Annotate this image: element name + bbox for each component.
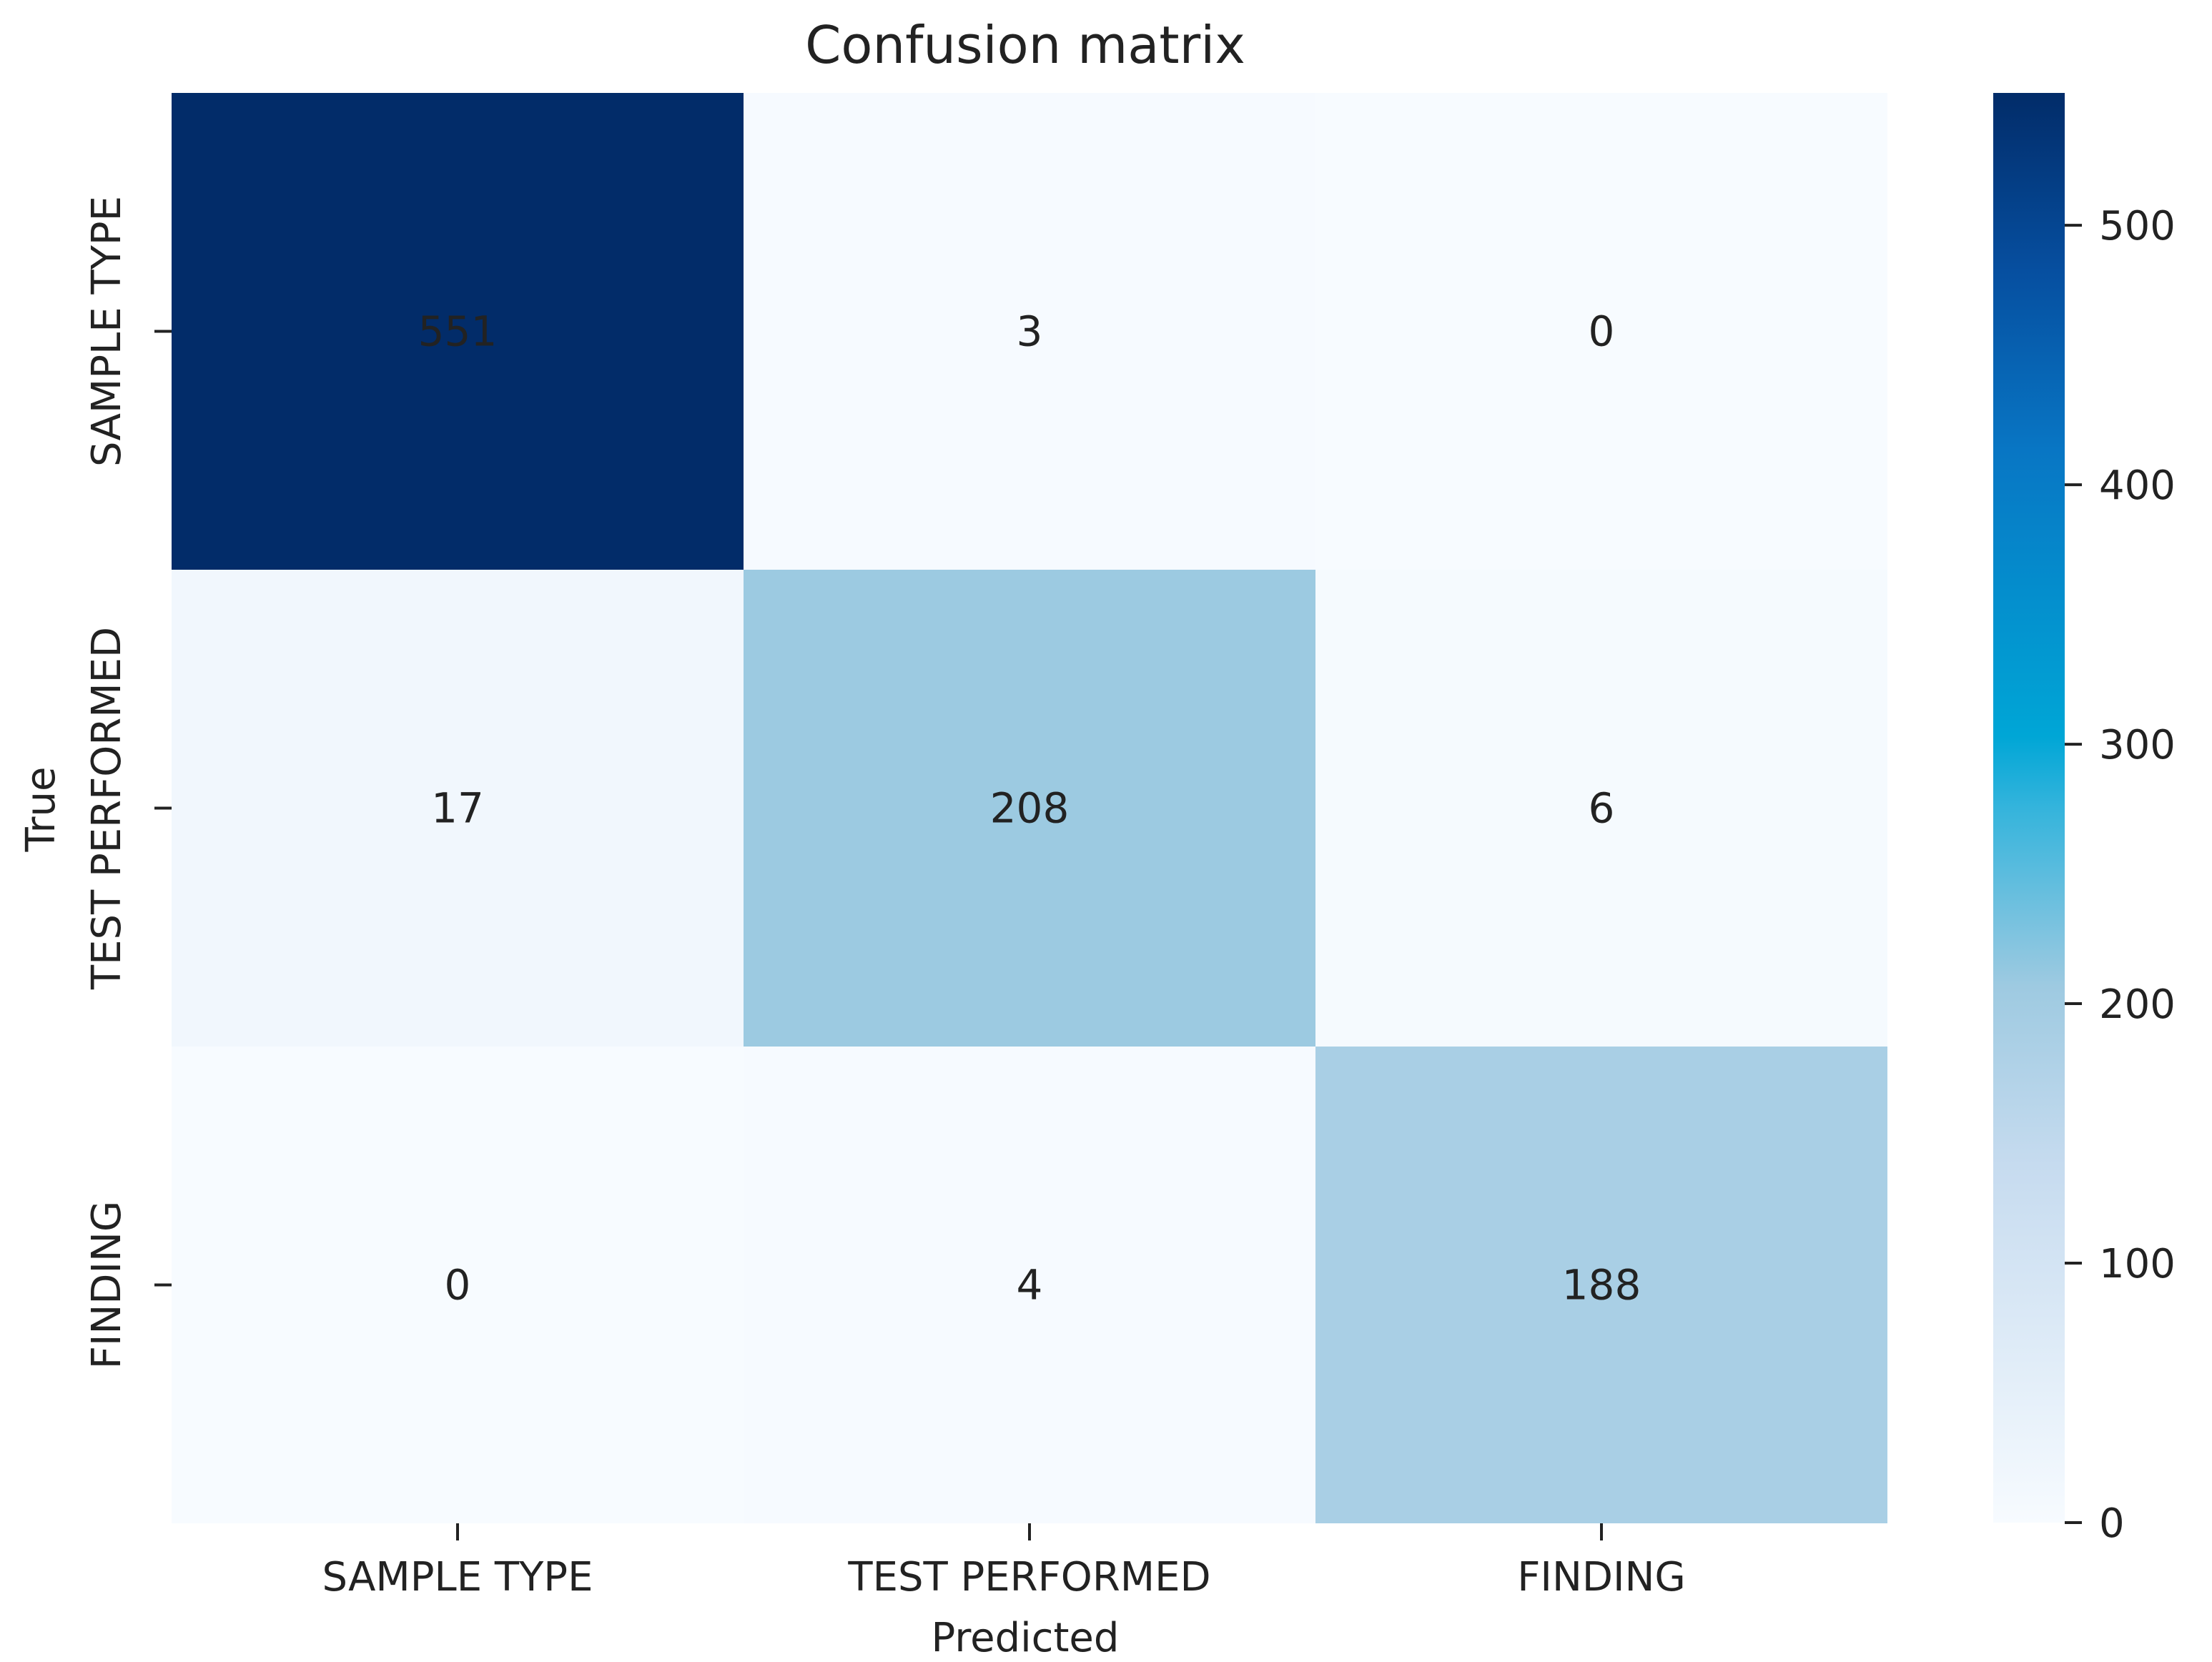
heatmap-cell (172, 1047, 744, 1523)
cell-value-label: 551 (418, 307, 498, 356)
y-axis-label: True (18, 767, 64, 853)
x-axis: SAMPLE TYPE TEST PERFORMED FINDING (322, 1523, 1686, 1601)
heatmap-cell (744, 1047, 1315, 1523)
cell-value-label: 208 (990, 784, 1070, 833)
colorbar-tick-label: 300 (2099, 722, 2176, 768)
heatmap-cell (744, 93, 1315, 570)
cell-value-label: 3 (1017, 307, 1043, 356)
heatmap-cell-labels: 551 3 0 17 208 6 0 4 188 (418, 307, 1641, 1310)
x-tick-label: FINDING (1517, 1554, 1686, 1601)
colorbar-tick-label: 500 (2099, 203, 2176, 249)
heatmap-cells (172, 93, 1887, 1523)
heatmap-cell (172, 93, 744, 570)
y-tick-label: FINDING (84, 1201, 130, 1370)
y-tick-label: SAMPLE TYPE (84, 196, 130, 467)
cell-value-label: 0 (1589, 307, 1615, 356)
y-tick-label: TEST PERFORMED (84, 627, 130, 990)
colorbar-axis: 0 100 200 300 400 500 (2065, 203, 2176, 1547)
cell-value-label: 6 (1589, 784, 1615, 833)
heatmap-cell (1315, 570, 1887, 1047)
x-tick-label: TEST PERFORMED (847, 1554, 1210, 1601)
cell-value-label: 4 (1017, 1261, 1043, 1310)
heatmap-cell (1315, 93, 1887, 570)
x-tick-label: SAMPLE TYPE (322, 1554, 593, 1601)
colorbar-tick-label: 0 (2099, 1500, 2125, 1547)
colorbar-tick-label: 100 (2099, 1241, 2176, 1287)
cell-value-label: 188 (1562, 1261, 1641, 1310)
cell-value-label: 17 (431, 784, 484, 833)
heatmap-cell (744, 570, 1315, 1047)
chart-title: Confusion matrix (805, 15, 1245, 75)
colorbar (1993, 93, 2065, 1523)
heatmap-cell (1315, 1047, 1887, 1523)
colorbar-tick-label: 400 (2099, 463, 2176, 509)
x-axis-label: Predicted (932, 1615, 1120, 1661)
cell-value-label: 0 (445, 1261, 471, 1310)
heatmap-cell (172, 570, 744, 1047)
colorbar-tick-label: 200 (2099, 981, 2176, 1028)
y-axis: SAMPLE TYPE TEST PERFORMED FINDING (84, 196, 172, 1369)
